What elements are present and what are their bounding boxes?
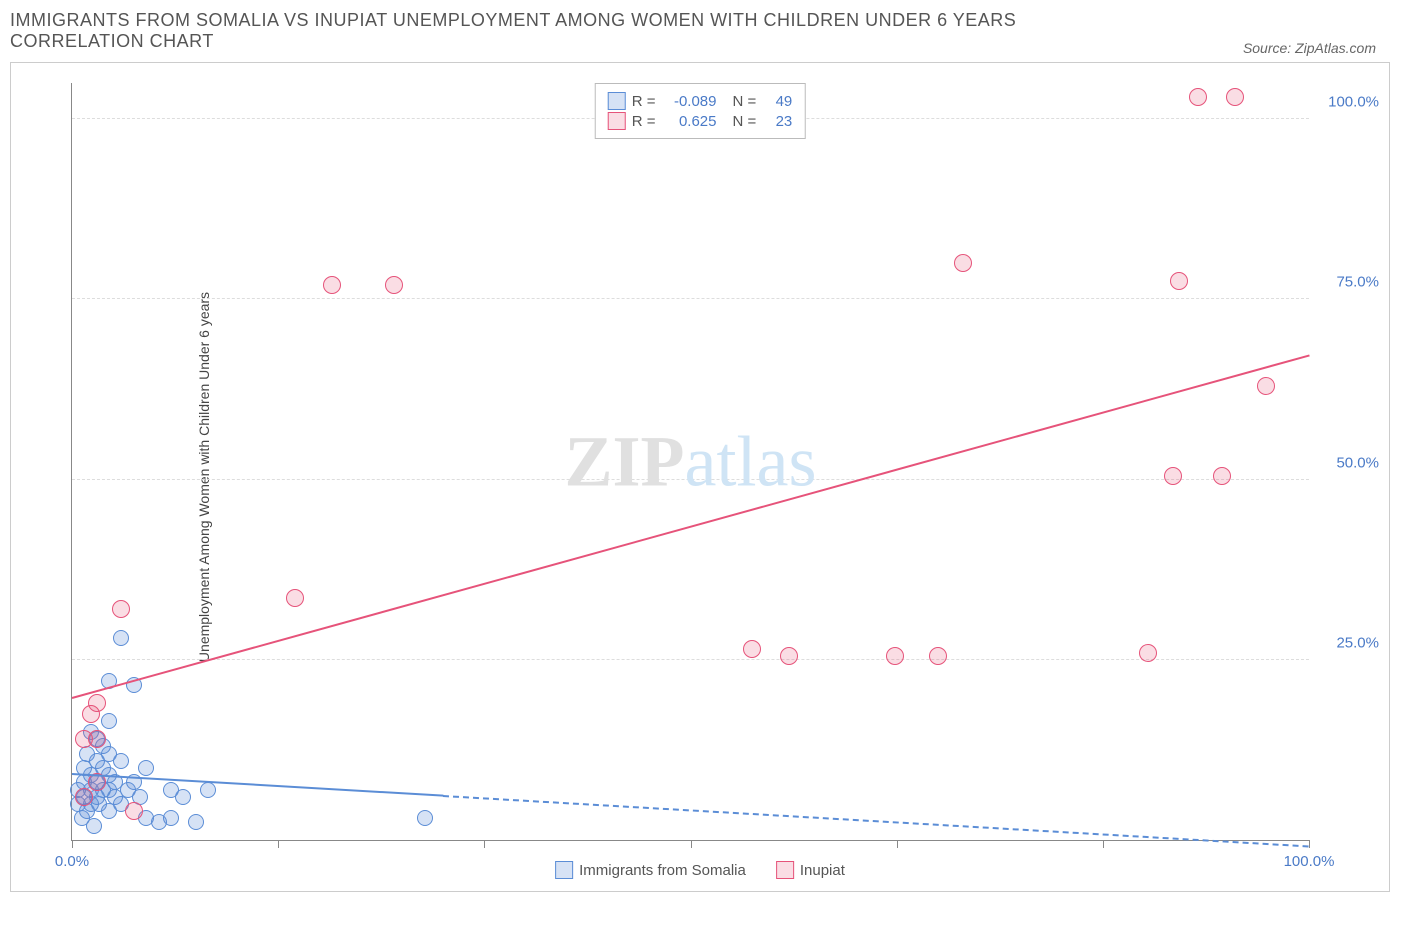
legend-n-label: N =: [733, 113, 757, 130]
x-tick: [278, 840, 279, 848]
gridline: [72, 479, 1309, 480]
source-attribution: Source: ZipAtlas.com: [1243, 40, 1376, 56]
x-tick: [484, 840, 485, 848]
legend-r-label: R =: [632, 113, 656, 130]
y-tick-label: 100.0%: [1319, 94, 1379, 111]
scatter-point: [417, 810, 433, 826]
scatter-point: [954, 254, 972, 272]
x-tick: [1103, 840, 1104, 848]
scatter-point: [743, 640, 761, 658]
y-tick-label: 25.0%: [1319, 634, 1379, 651]
scatter-point: [188, 814, 204, 830]
scatter-point: [1170, 272, 1188, 290]
scatter-point: [886, 647, 904, 665]
legend-r-value: 0.625: [662, 113, 717, 130]
scatter-point: [929, 647, 947, 665]
x-tick: [691, 840, 692, 848]
scatter-point: [1226, 88, 1244, 106]
gridline: [72, 659, 1309, 660]
series-name: Immigrants from Somalia: [579, 862, 746, 879]
legend-n-value: 23: [762, 113, 792, 130]
legend-swatch: [608, 112, 626, 130]
plot-area: ZIPatlas 25.0%50.0%75.0%100.0%0.0%100.0%: [71, 83, 1309, 841]
scatter-point: [101, 713, 117, 729]
scatter-point: [113, 753, 129, 769]
scatter-point: [385, 276, 403, 294]
series-legend: Immigrants from Somalia Inupiat: [555, 861, 845, 879]
legend-row: R = 0.625 N = 23: [608, 112, 793, 130]
scatter-point: [323, 276, 341, 294]
legend-n-value: 49: [762, 93, 792, 110]
x-tick-label: 100.0%: [1284, 853, 1335, 870]
scatter-point: [286, 589, 304, 607]
series-legend-item: Immigrants from Somalia: [555, 861, 746, 879]
series-name: Inupiat: [800, 862, 845, 879]
scatter-point: [112, 600, 130, 618]
scatter-point: [175, 789, 191, 805]
scatter-point: [75, 788, 93, 806]
x-tick-label: 0.0%: [55, 853, 89, 870]
legend-row: R = -0.089 N = 49: [608, 92, 793, 110]
scatter-point: [200, 782, 216, 798]
x-tick: [897, 840, 898, 848]
y-tick-label: 50.0%: [1319, 454, 1379, 471]
scatter-point: [163, 810, 179, 826]
scatter-point: [1189, 88, 1207, 106]
chart-container: Unemployment Among Women with Children U…: [10, 62, 1390, 892]
series-legend-item: Inupiat: [776, 861, 845, 879]
scatter-point: [1257, 377, 1275, 395]
scatter-point: [1164, 467, 1182, 485]
legend-n-label: N =: [733, 93, 757, 110]
x-tick: [72, 840, 73, 848]
scatter-point: [113, 630, 129, 646]
trendline: [72, 355, 1310, 699]
trendline: [443, 795, 1309, 847]
scatter-point: [138, 760, 154, 776]
scatter-point: [1213, 467, 1231, 485]
legend-swatch: [555, 861, 573, 879]
watermark: ZIPatlas: [565, 420, 817, 503]
x-tick: [1309, 840, 1310, 848]
scatter-point: [86, 818, 102, 834]
legend-swatch: [608, 92, 626, 110]
scatter-point: [88, 730, 106, 748]
legend-swatch: [776, 861, 794, 879]
chart-title: IMMIGRANTS FROM SOMALIA VS INUPIAT UNEMP…: [10, 10, 1110, 52]
correlation-legend: R = -0.089 N = 49 R = 0.625 N = 23: [595, 83, 806, 139]
scatter-point: [88, 694, 106, 712]
scatter-point: [125, 802, 143, 820]
scatter-point: [1139, 644, 1157, 662]
gridline: [72, 298, 1309, 299]
legend-r-value: -0.089: [662, 93, 717, 110]
scatter-point: [780, 647, 798, 665]
legend-r-label: R =: [632, 93, 656, 110]
y-tick-label: 75.0%: [1319, 274, 1379, 291]
